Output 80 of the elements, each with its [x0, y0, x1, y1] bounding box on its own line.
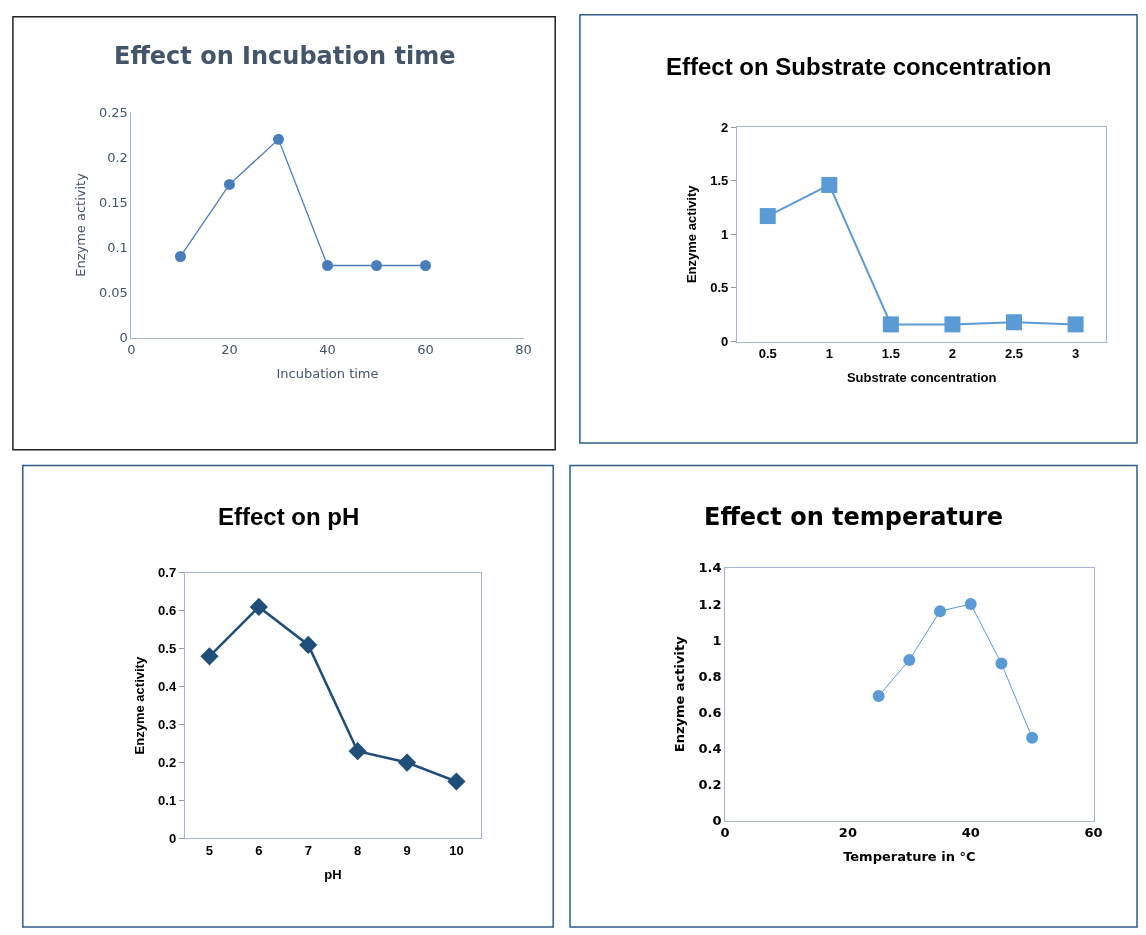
point: [249, 597, 268, 617]
chart-title: Effect on temperature: [704, 503, 1004, 531]
y-tick-label: 1.2: [698, 596, 722, 612]
y-tick-label: 1: [721, 226, 729, 242]
x-tick-label: 10: [449, 843, 464, 859]
x-tick-label: 1.5: [881, 346, 900, 362]
point: [1006, 314, 1023, 331]
x-tick-label: 1: [825, 346, 833, 362]
y-tick-label: 0.1: [158, 793, 177, 809]
y-tick-label: 0.5: [710, 280, 729, 296]
y-tick-label: 2: [721, 119, 729, 135]
y-axis-title: Enzyme activity: [684, 184, 700, 284]
point: [348, 742, 367, 761]
x-tick-label: 5: [205, 843, 214, 859]
y-axis-title: Enzyme activity: [672, 635, 688, 753]
x-tick-label: 9: [403, 843, 411, 859]
x-tick-label: 80: [515, 342, 532, 358]
x-tick-label: 2.5: [1004, 346, 1024, 362]
point: [397, 753, 417, 772]
x-axis-title: Incubation time: [276, 365, 379, 381]
x-tick-label: 40: [319, 342, 336, 358]
x-tick-label: 20: [221, 342, 238, 358]
chart-title: Effect on Substrate concentration: [666, 53, 1052, 80]
y-tick-label: 0.6: [698, 704, 722, 720]
y-tick-label: 0.1: [107, 240, 128, 256]
y-tick-label: 0.4: [158, 679, 177, 695]
y-tick-label: 0.15: [98, 194, 128, 210]
y-tick-label: 0.2: [698, 777, 722, 793]
point: [174, 250, 186, 262]
y-tick-label: 1: [712, 632, 722, 648]
x-tick-label: 7: [304, 843, 312, 859]
x-tick-label: 0.5: [758, 346, 777, 362]
y-tick-label: 0: [712, 813, 722, 829]
x-tick-label: 40: [961, 825, 980, 841]
y-axis-title: Enzyme activity: [72, 172, 88, 277]
chart-title: Effect on Incubation time: [114, 42, 456, 70]
point: [759, 208, 776, 225]
y-tick-label: 0.4: [698, 741, 722, 757]
point: [299, 635, 318, 654]
y-tick-label: 0.05: [98, 285, 128, 301]
point: [371, 260, 383, 271]
point: [995, 657, 1008, 670]
y-tick-label: 0.6: [158, 603, 177, 619]
point: [273, 133, 284, 145]
y-tick-label: 0.5: [158, 641, 177, 657]
x-tick-label: 8: [354, 843, 362, 859]
point: [1026, 731, 1039, 744]
point: [934, 605, 947, 618]
y-tick-label: 0.3: [158, 717, 177, 733]
point: [447, 772, 466, 791]
x-tick-label: 6: [255, 843, 263, 859]
y-tick-label: 1.4: [698, 560, 722, 576]
x-tick-label: 60: [417, 342, 434, 358]
x-axis-title: Temperature in °C: [843, 848, 976, 864]
y-tick-label: 0.7: [158, 565, 177, 581]
y-axis-title: Enzyme activity: [132, 656, 148, 755]
x-tick-label: 20: [838, 825, 857, 841]
chart-title: Effect on pH: [218, 503, 360, 530]
point: [420, 260, 432, 271]
y-tick-label: 0.2: [158, 755, 177, 771]
point: [872, 690, 885, 703]
y-tick-label: 0.25: [98, 104, 128, 120]
point: [903, 653, 916, 666]
point: [200, 647, 219, 666]
y-tick-label: 0.8: [698, 668, 722, 684]
point: [882, 316, 899, 333]
x-axis-title: pH: [324, 866, 342, 882]
y-tick-label: 0.2: [107, 149, 128, 165]
y-tick-label: 0: [119, 330, 128, 346]
point: [821, 176, 838, 193]
x-tick-label: 2: [948, 346, 957, 362]
y-tick-label: 1.5: [710, 173, 729, 189]
point: [964, 597, 977, 610]
x-tick-label: 3: [1071, 346, 1080, 362]
point: [944, 316, 961, 333]
point: [322, 260, 334, 271]
x-axis-title: Substrate concentration: [846, 369, 997, 385]
point: [1067, 316, 1084, 333]
x-tick-label: 60: [1084, 825, 1103, 841]
point: [223, 178, 235, 190]
